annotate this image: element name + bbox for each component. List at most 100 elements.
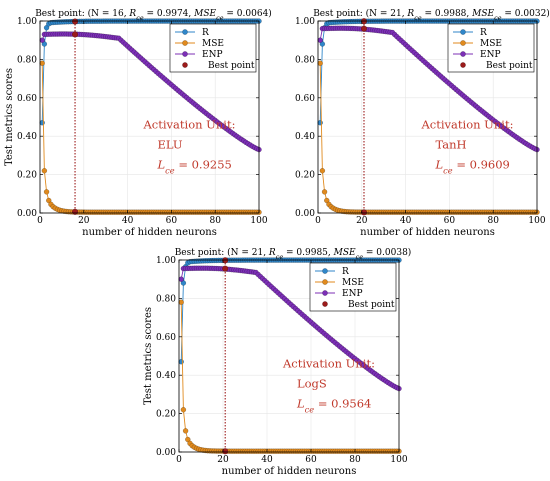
- x-tick-label: 20: [217, 455, 229, 465]
- annotation-title: Activation Unit:: [421, 118, 514, 132]
- annotation-activation: ELU: [158, 138, 183, 152]
- legend-swatch-marker: [322, 301, 328, 307]
- axes-frame: [178, 259, 400, 453]
- x-tick-label: 80: [487, 216, 499, 226]
- y-tick-label: 0.80: [156, 294, 176, 304]
- best-point-marker: [222, 265, 229, 272]
- y-tick-label: 0.20: [295, 171, 315, 181]
- legend-label: MSE: [202, 39, 224, 49]
- point-mse: [321, 189, 328, 195]
- series-mse: [39, 60, 262, 215]
- point-mse: [180, 407, 187, 413]
- point-r: [43, 25, 50, 31]
- y-tick-label: 0.40: [156, 371, 176, 381]
- x-tick-label: 100: [250, 216, 267, 226]
- point-r: [178, 359, 184, 365]
- point-mse: [319, 168, 326, 174]
- point-mse: [43, 189, 50, 195]
- legend-label: Best point: [348, 300, 395, 310]
- series-enp: [39, 31, 262, 153]
- annotation-activation: TanH: [436, 138, 467, 152]
- best-point-marker: [222, 448, 229, 455]
- annotation-activation: LogS: [297, 377, 327, 391]
- best-point-marker: [72, 208, 79, 215]
- legend-label: R: [202, 28, 209, 38]
- point-mse: [46, 197, 52, 204]
- annotation-title: Activation Unit:: [143, 118, 236, 132]
- y-axis-label: Test metrics scores: [4, 68, 15, 166]
- legend-label: R: [480, 28, 487, 38]
- chart-title: Best point: (N = 16, Rce = 0.9974, MSEce…: [35, 8, 272, 22]
- series-enp: [317, 25, 540, 153]
- best-point-marker: [72, 18, 79, 25]
- x-tick-label: 0: [315, 216, 321, 226]
- chart-tanh: 0 20 40 60 80 100 0.00 0.20 0.40 0.60 0.80 1.00 numb…: [295, 8, 550, 238]
- point-mse: [317, 60, 323, 66]
- y-tick-label: 0.60: [156, 333, 176, 343]
- x-axis-label: number of hidden neurons: [222, 466, 357, 477]
- legend-label: R: [342, 267, 349, 277]
- y-tick-label: 0.60: [295, 94, 315, 104]
- y-tick-label: 0.60: [17, 94, 37, 104]
- y-axis-label: Test metrics scores: [143, 307, 154, 405]
- y-tick-label: 0.80: [295, 55, 315, 65]
- y-tick-label: 1.00: [295, 17, 315, 27]
- legend-label: ENP: [342, 289, 363, 299]
- legend-swatch-marker: [460, 51, 466, 57]
- x-tick-label: 40: [400, 216, 412, 226]
- x-tick-label: 0: [37, 216, 43, 226]
- legend-label: ENP: [202, 50, 223, 60]
- x-tick-label: 60: [444, 216, 456, 226]
- series-mse: [178, 299, 402, 454]
- x-tick-label: 20: [356, 216, 368, 226]
- x-tick-label: 40: [261, 455, 273, 465]
- point-r: [41, 41, 48, 47]
- point-mse: [185, 436, 191, 443]
- y-tick-label: 0.40: [295, 132, 315, 142]
- legend-swatch-marker: [182, 62, 188, 68]
- best-point-marker: [360, 25, 367, 32]
- best-point-marker: [360, 209, 367, 216]
- y-tick-label: 1.00: [156, 256, 176, 266]
- x-tick-label: 100: [528, 216, 545, 226]
- y-tick-label: 0.80: [17, 55, 37, 65]
- chart-elu: 0 20 40 60 80 100 0.00 0.20 0.40 0.60 0.80 1.00 numb…: [4, 8, 272, 238]
- axes-frame: [317, 20, 538, 214]
- annotation-score: Lce = 0.9255: [157, 158, 232, 176]
- point-r: [39, 120, 45, 126]
- point-enp: [178, 276, 184, 282]
- point-r: [319, 41, 326, 47]
- x-tick-label: 0: [176, 455, 182, 465]
- x-tick-label: 20: [78, 216, 90, 226]
- y-tick-label: 0.00: [295, 209, 315, 219]
- x-tick-label: 60: [305, 455, 317, 465]
- best-point-marker: [72, 31, 79, 38]
- y-tick-label: 0.00: [17, 209, 37, 219]
- annotation-title: Activation Unit:: [282, 357, 375, 371]
- y-tick-label: 0.20: [17, 171, 37, 181]
- point-enp: [317, 37, 323, 43]
- x-tick-label: 80: [209, 216, 221, 226]
- point-mse: [41, 168, 48, 174]
- legend-swatch-marker: [182, 40, 188, 46]
- legend-swatch-marker: [182, 51, 188, 57]
- y-tick-label: 0.40: [17, 132, 37, 142]
- legend-label: ENP: [480, 50, 501, 60]
- x-axis-label: number of hidden neurons: [82, 227, 217, 238]
- point-r: [317, 120, 323, 126]
- legend-swatch-marker: [322, 268, 328, 274]
- x-axis-label: number of hidden neurons: [360, 227, 495, 238]
- legend-swatch-marker: [182, 29, 188, 35]
- annotation-score: Lce = 0.9609: [435, 158, 510, 176]
- chart-logs: 0 20 40 60 80 100 0.00 0.20 0.40 0.60 0.80 1.00 numb…: [143, 247, 411, 477]
- legend-label: MSE: [342, 278, 364, 288]
- chart-title: Best point: (N = 21, Rce = 0.9988, MSEce…: [313, 8, 550, 22]
- point-mse: [178, 299, 184, 305]
- series-mse: [317, 60, 540, 215]
- x-tick-label: 40: [122, 216, 134, 226]
- legend-label: MSE: [480, 39, 502, 49]
